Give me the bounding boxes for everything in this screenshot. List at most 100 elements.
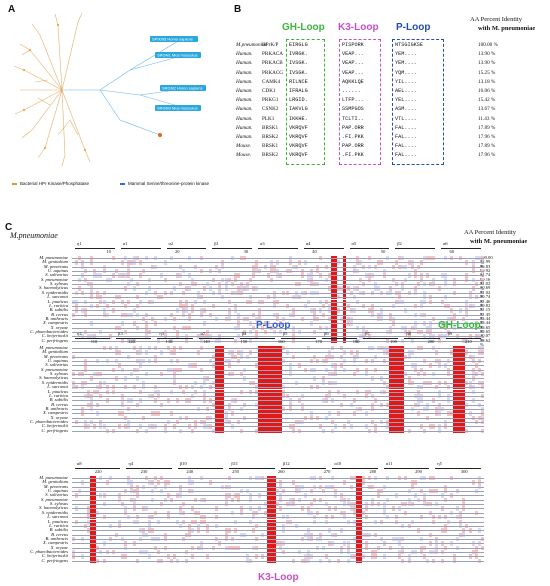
sequence-row-bg	[72, 426, 484, 427]
sequence-row-bg	[72, 556, 484, 557]
row-gene: PRKACB	[262, 60, 283, 67]
mammal-leaf-labels: SP0095 Homo sapiens SRGN1 Mus musculus S…	[150, 36, 206, 111]
ss-label: β6	[324, 331, 329, 336]
sequence-row-bg	[72, 538, 484, 540]
species-name: C. perfringens	[41, 557, 68, 563]
ss-label: η5	[437, 461, 442, 466]
ruler-tick: 170	[315, 339, 323, 344]
species-name: M. penetrans	[43, 263, 68, 269]
row-p-seq: FAL....	[395, 134, 417, 140]
leaf-label-4: SRGN3 Mus musculus	[157, 106, 197, 111]
row-organism: Human.	[236, 69, 253, 76]
ruler-tick: 20	[174, 249, 180, 254]
species-name: S. xylosus	[49, 281, 68, 287]
row-k3-seq: LTFP...	[342, 97, 364, 104]
sequence-row-bg	[72, 491, 484, 492]
row-gh-seq: IVRGK.	[289, 51, 308, 58]
ss-label: α7	[200, 331, 206, 336]
ruler-tick: 280	[369, 469, 377, 474]
species-identity: 31.45 %	[480, 311, 491, 321]
species-name: L. sarconai	[47, 514, 68, 520]
species-name: S. xylosus	[49, 501, 68, 507]
row-gh-seq: RILNCE	[289, 78, 308, 85]
sequence-row-bg	[72, 508, 484, 510]
bacterial-nodes	[22, 23, 87, 152]
species-name: C. beijerinckii	[41, 553, 68, 559]
ss-element	[157, 338, 193, 339]
ss-element	[166, 248, 207, 249]
species-name: M. penetrans	[43, 483, 68, 489]
ss-label: α6	[443, 241, 448, 246]
k3-loop-title: K3-Loop	[338, 22, 379, 33]
row-k3-seq: PAP.ORR	[342, 143, 364, 150]
sequence-row-bg	[72, 404, 484, 406]
species-name: B. cereus	[51, 401, 68, 407]
row-k3-seq: VEAP...	[342, 51, 364, 58]
ss-label: α1	[122, 241, 128, 246]
row-identity: 17.96 %	[478, 152, 496, 159]
ruler-tick: 220	[94, 469, 102, 474]
sequence-row-bg	[72, 512, 484, 514]
species-name: L. ruritica	[49, 302, 68, 308]
sequence-row-bg	[72, 365, 484, 366]
sequence-row-bg	[72, 534, 484, 536]
ss-element	[239, 338, 275, 339]
legend-mammal: Mammal Serine/threonine-protein kinase	[128, 181, 210, 186]
row-gene: HPrK/P	[262, 42, 279, 48]
ruler-tick: 240	[186, 469, 194, 474]
species-name: B. subtilis	[49, 307, 68, 313]
ruler-tick: 50	[380, 249, 386, 254]
b-identity-header-1: AA Percent Identity	[470, 16, 522, 23]
legend-swatch-bacterial	[12, 183, 17, 185]
row-k3-seq: VEAP...	[342, 69, 364, 76]
species-name: L. pauticus	[47, 518, 68, 524]
species-name: S. haemolyticus	[39, 285, 68, 291]
species-name: B. cereus	[51, 531, 68, 537]
row-p-seq: NTSGIGKSE	[395, 42, 424, 48]
row-gh-seq: LRGID.	[289, 97, 308, 104]
ss-label: η1	[77, 241, 82, 246]
ss-element	[445, 338, 481, 339]
sequence-row-bg	[72, 288, 484, 290]
sequence-row-bg	[72, 340, 484, 342]
sequence-row-bg	[72, 318, 484, 320]
species-identity: 31.46 %	[480, 298, 491, 308]
species-name: S. pneumoniae	[40, 496, 68, 502]
ss-element	[75, 468, 121, 469]
sequence-row-bg	[72, 378, 484, 380]
row-p-seq: YEM....	[395, 60, 417, 67]
ss-label: β3	[118, 331, 123, 336]
row-identity: 100.00 %	[478, 42, 498, 48]
species-name: C. phaeobacteroides	[30, 548, 68, 554]
ruler-tick: 150	[240, 339, 248, 344]
sequence-row-bg	[72, 413, 484, 414]
row-p-seq: YIL....	[395, 78, 417, 85]
ruler-tick: 130	[165, 339, 173, 344]
ruler-tick: 40	[312, 249, 317, 254]
panel-a-label: A	[8, 4, 16, 15]
species-name: X. campestris	[42, 540, 68, 546]
ss-element	[303, 248, 344, 249]
species-name: M. genitalium	[42, 259, 68, 265]
species-identity: 33.44 %	[480, 315, 491, 325]
c-k3-loop-label: K3-Loop	[258, 572, 299, 583]
ss-element	[126, 468, 172, 469]
sequence-row-bg	[72, 560, 484, 562]
ss-element	[177, 468, 224, 469]
species-name: U. aquinus	[47, 268, 68, 274]
row-organism: Human.	[236, 51, 253, 58]
species-identity: 30.69 %	[480, 285, 491, 295]
ss-element	[322, 338, 358, 339]
ss-element	[404, 338, 440, 339]
sequence-row-bg	[72, 521, 484, 523]
c-p-loop-label: P-Loop	[256, 320, 291, 331]
species-name: S. epidermidis	[41, 379, 68, 385]
ss-element	[349, 248, 390, 249]
ruler-tick: 230	[140, 469, 148, 474]
ss-label: α11	[385, 461, 393, 466]
ruler-tick: 160	[277, 339, 285, 344]
species-name: S. haemolyticus	[39, 375, 68, 381]
species-name: S. salivarius	[45, 272, 68, 278]
species-name: S. epidermidis	[41, 289, 68, 295]
ss-label: β7	[365, 331, 370, 336]
